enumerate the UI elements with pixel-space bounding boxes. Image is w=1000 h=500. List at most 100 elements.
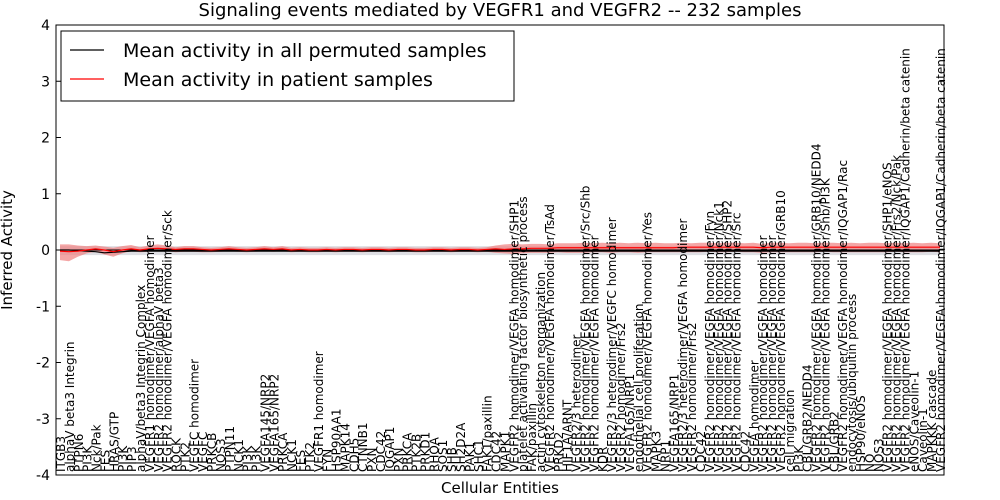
x-tick-label: VEGFR2 homodimer/VEGFA homodimer/SHP1/eN…: [881, 162, 895, 472]
x-tick-label: VEGFR2 homodimer/VEGFA homodimer/Src: [730, 212, 744, 472]
y-tick-label: 0: [41, 243, 50, 259]
chart-title: Signaling events mediated by VEGFR1 and …: [199, 0, 802, 21]
x-tick-label: PRKD2: [552, 432, 566, 472]
x-tick-label: SOS1: [436, 440, 450, 472]
x-tick-label: PRKCA: [401, 432, 415, 472]
x-tick-label: HSP90AA1: [330, 408, 344, 472]
x-tick-label: VEGFR2 homodimer/VEGFA homodimer/Src/Shb: [578, 186, 592, 472]
x-tick-label: SH2D2A: [454, 422, 468, 472]
y-axis-label: Inferred Activity: [0, 190, 16, 310]
x-tick-label: Caveolin-1: [916, 408, 930, 472]
x-tick-label: IQGAP1: [383, 427, 397, 472]
x-tick-label: VEGFR2 homodimer/VEGFA homodimer/GRB10/N…: [810, 143, 824, 472]
x-tick-label: NCK1: [285, 439, 299, 472]
y-tick-label: -4: [36, 468, 50, 484]
x-tick-label: PI3K: [241, 445, 255, 472]
y-tick-label: -1: [36, 299, 50, 315]
x-tick-label: VEGFR2 homodimer/VEGFA homodimer/Fyn: [703, 211, 717, 472]
x-tick-label: VEGFR2 homodimer/VEGFA homodimer/SHP2: [721, 200, 735, 472]
x-tick-label: CBL/GRB2: [827, 411, 841, 472]
permuted-mean-line: [60, 249, 940, 254]
x-tick-label: PIP3: [125, 446, 139, 472]
x-tick-label: NOS3: [214, 438, 228, 472]
x-tick-label: PRKCA: [276, 432, 290, 472]
x-tick-label: VEGFR2/3 heterodimer: [570, 334, 584, 472]
plot-frame: [55, 24, 945, 476]
x-tick-label: platelet activating factor biosynthetic …: [516, 196, 530, 472]
x-tick-label: eNOS/Caveolin-1: [907, 371, 921, 472]
x-tick-label: MAPK14: [338, 423, 352, 472]
x-tick-label: PI3K: [81, 445, 95, 472]
x-tick-label: VEGFR2 homodimer/VEGFA homodimer: [765, 235, 779, 472]
x-tick-label: VEGFR2 homodimer/VEGFA homodimer/Sck: [161, 210, 175, 472]
x-tick-label: PI3K: [116, 445, 130, 472]
x-tick-label: cell migration: [783, 390, 797, 472]
x-tick-label: MAPK3: [650, 431, 664, 472]
legend: Mean activity in all permuted samples Mea…: [60, 30, 515, 102]
x-tick-label: SHB: [445, 447, 459, 472]
x-tick-label: PTPN6: [72, 434, 86, 472]
x-tick-label: KDR: [596, 447, 610, 472]
x-tick-label: VEGFR2 homodimer/VEGFA homodimer/Nck1: [712, 201, 726, 472]
x-tick-label: MAPKKK cascade: [925, 370, 939, 472]
x-tick-label: PI3K: [250, 445, 264, 472]
x-tick-label: VEGFR2/3 heterodimer/VEGFC homodimer: [605, 217, 619, 472]
x-tick-label: VEGFA165/NRP1: [667, 374, 681, 472]
patient-mean-line: [59, 246, 940, 253]
x-tick-label: PRKCB: [205, 433, 219, 472]
x-tick-label: ITGB3: [54, 436, 68, 472]
y-tick-label: -2: [36, 356, 50, 372]
x-tick-label: PAK1: [463, 442, 477, 472]
x-tick-label: actin cytoskeleton reorganization: [534, 272, 548, 472]
x-tick-label: endothelial cell proliferation: [632, 304, 646, 472]
x-tick-label: PI3K: [792, 445, 806, 472]
x-tick-label: VEGFC homodimer: [187, 359, 201, 472]
x-tick-label: VEGFA145/NRP2: [258, 374, 272, 472]
x-tick-label: CDC42: [738, 431, 752, 472]
x-tick-label: VEGFR2 homodimer/alphaV beta3: [152, 267, 166, 472]
x-tick-label: PXN: [365, 448, 379, 472]
x-tick-label: NOS3: [872, 438, 886, 472]
x-axis-label: Cellular Entities: [441, 479, 559, 497]
x-tick-label: CDC42: [374, 431, 388, 472]
legend-label: Mean activity in all permuted samples: [123, 40, 486, 62]
x-tick-label: CTNNB1: [356, 422, 370, 472]
x-tick-label: VEGFC: [196, 432, 210, 472]
x-tick-label: VEGFR2 homodimer/VEGFA homodimer/IQGAP1/…: [898, 48, 912, 472]
x-tick-label: VEGFR2 homodimer/VEGFA homodimer: [756, 235, 770, 472]
series-lines: [59, 246, 940, 254]
y-tick-label: 1: [41, 187, 50, 203]
x-tick-label: VEGFR1 homodimer: [312, 351, 326, 472]
x-tick-label: VEGFR2 homodimer/VEGFA homodimer/SHP1: [507, 200, 521, 472]
x-tick-label: alphaV beta3 Integrin: [63, 341, 77, 472]
x-tick-label: PRKD1: [418, 432, 432, 472]
x-tick-label: VEGFR2 homodimer/Frs2: [614, 322, 628, 472]
y-tick-label: 3: [41, 74, 50, 90]
x-tick-label: VEGFA homodimer: [747, 360, 761, 472]
y-tick-label: 4: [41, 18, 50, 34]
x-tick-label: VEGFR2 homodimer/VEGFA homodimer/GRB10: [774, 190, 788, 472]
x-tick-label: FAK1/paxillin: [481, 395, 495, 472]
x-tick-label: FES: [294, 450, 308, 472]
x-tick-label: VEGFA165/NRP1: [623, 374, 637, 472]
x-tick-label: HSP90/eNOS: [854, 395, 868, 472]
legend-box: [60, 30, 515, 102]
x-tick-label: VEGFR2 homodimer/Frs2: [685, 322, 699, 472]
x-tick-label: NRP1: [658, 440, 672, 472]
x-tick-label: VEGFA165/NRP2: [267, 374, 281, 472]
y-tick-label: -3: [36, 412, 50, 428]
x-tick-label: VEGFR2 homodimer/VEGFA homodimer/Shb/PI3…: [818, 177, 832, 472]
x-tick-label: PTK2B: [410, 434, 424, 472]
x-tick-label: VEGFR2 homodimer/VEGFA homodimer/IQGAP1/…: [836, 160, 850, 472]
x-tick-label: NCK1: [232, 439, 246, 472]
x-tick-label: PTK2: [178, 442, 192, 472]
x-tick-label: HRAS/GTP: [107, 412, 121, 472]
x-tick-label: FYN: [321, 449, 335, 472]
x-tick-label: CBL/GRB2/NEDD4: [801, 364, 815, 472]
x-tick-label: SHC1: [472, 439, 486, 472]
x-tick-label: VEGFR1 homodimer/VEGFA homodimer: [143, 235, 157, 472]
x-tick-label: FAK/paxillin: [525, 403, 539, 472]
x-tick-label: VEGFR2/3 heterodimer/VEGFA homodimer: [676, 219, 690, 472]
y-axis-ticks: -4 -3 -2 -1 0 1 2 3 4: [36, 18, 944, 484]
